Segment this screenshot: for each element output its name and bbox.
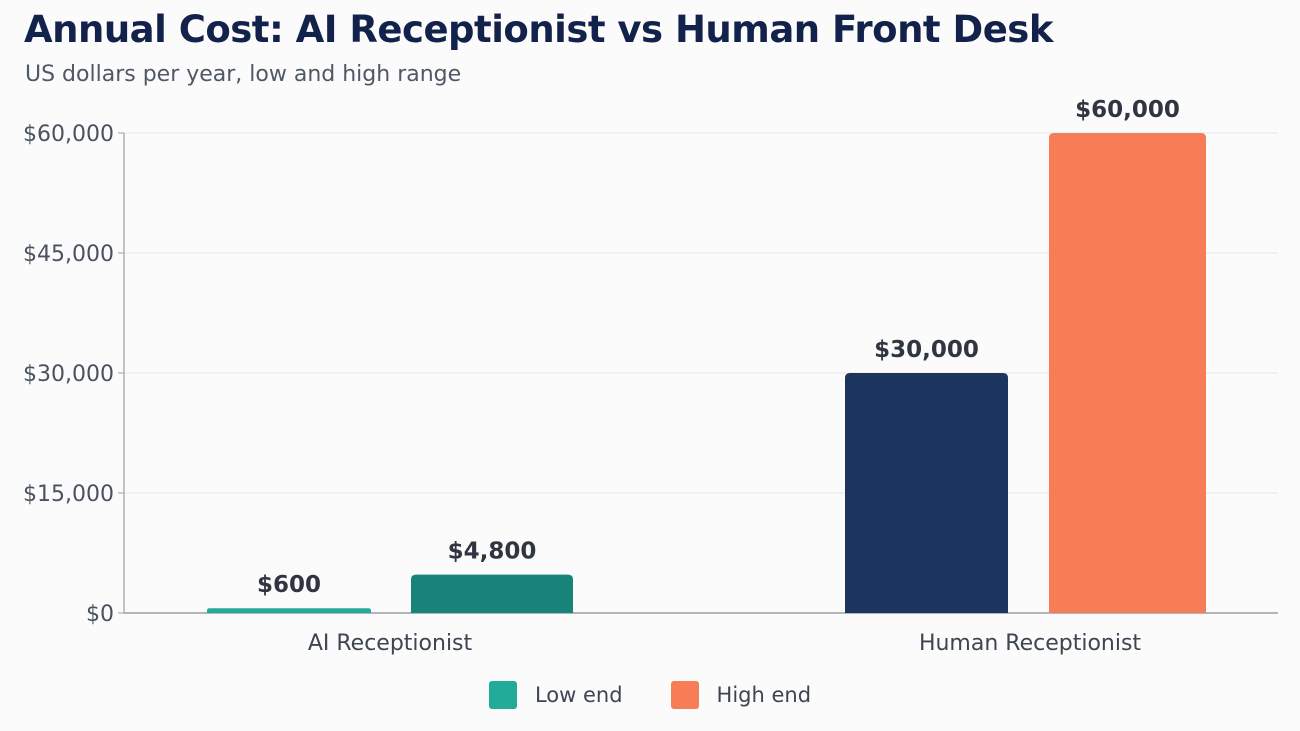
- bar-human-receptionist-high-end: [1049, 133, 1206, 613]
- y-tick-label: $0: [86, 602, 114, 627]
- y-tick-label: $45,000: [23, 242, 114, 267]
- chart-legend: Low end High end: [0, 681, 1300, 709]
- bar-ai-receptionist-high-end: [411, 574, 573, 613]
- data-label: $600: [257, 572, 321, 598]
- legend-swatch-low-end: [488, 681, 517, 709]
- y-tick-label: $15,000: [23, 482, 114, 507]
- legend-label-high-end: High end: [716, 683, 812, 707]
- data-label: $4,800: [448, 539, 537, 565]
- data-label: $60,000: [1075, 97, 1180, 123]
- bar-ai-receptionist-low-end: [207, 608, 371, 613]
- y-tick-label: $30,000: [23, 362, 114, 387]
- legend-item-low-end: Low end: [488, 681, 623, 709]
- legend-item-high-end: High end: [670, 681, 812, 709]
- chart-subtitle: US dollars per year, low and high range: [25, 62, 462, 87]
- legend-label-low-end: Low end: [534, 683, 623, 707]
- bar-human-receptionist-low-end: [845, 373, 1008, 613]
- x-tick-label-ai-receptionist: AI Receptionist: [308, 631, 473, 656]
- legend-swatch-high-end: [670, 681, 699, 709]
- x-tick-label-human-receptionist: Human Receptionist: [919, 631, 1141, 656]
- chart-title: Annual Cost: AI Receptionist vs Human Fr…: [24, 8, 1053, 51]
- data-label: $30,000: [874, 337, 979, 363]
- y-tick-label: $60,000: [23, 122, 114, 147]
